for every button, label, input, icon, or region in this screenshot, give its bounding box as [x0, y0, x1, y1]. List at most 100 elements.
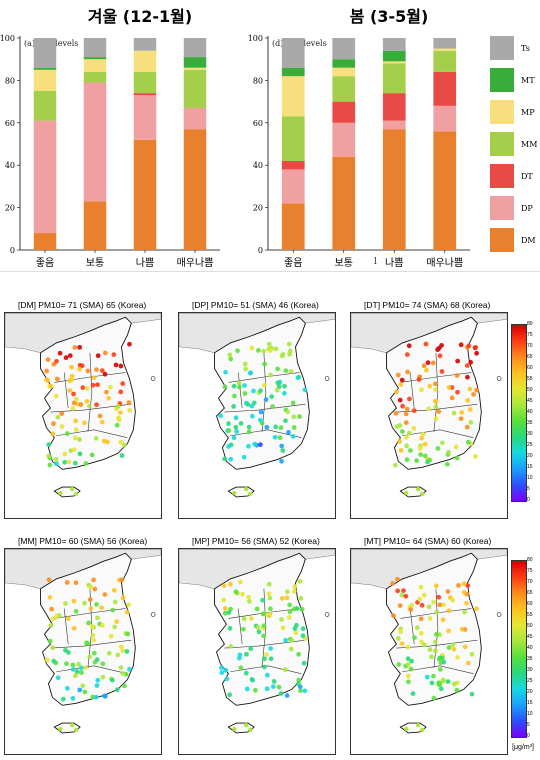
- station-marker: [271, 679, 277, 684]
- station-marker: [58, 490, 63, 496]
- colorbar-tick-label: 10: [527, 475, 533, 481]
- station-marker: [462, 609, 467, 615]
- station-marker: [464, 424, 470, 430]
- station-marker: [115, 652, 121, 658]
- bar-segment-mm: [433, 50, 457, 72]
- bar-segment-dm: [133, 139, 157, 250]
- station-marker: [255, 624, 260, 630]
- station-marker: [50, 616, 56, 622]
- map-title: [DT] PM10= 74 (SMA) 68 (Korea): [364, 300, 491, 310]
- station-marker: [258, 442, 263, 448]
- station-marker: [248, 616, 254, 621]
- station-marker: [266, 581, 272, 587]
- station-marker: [238, 665, 244, 671]
- station-marker: [127, 341, 132, 347]
- chart-title: 봄 (3-5월): [350, 7, 429, 26]
- station-marker: [85, 368, 91, 374]
- colorbar-tick-label: 80: [527, 321, 533, 327]
- bar-segment-dm: [382, 129, 406, 250]
- province-boundary: [402, 429, 474, 439]
- station-marker: [290, 434, 296, 439]
- station-marker: [465, 660, 471, 666]
- station-marker: [280, 448, 286, 453]
- station-marker: [72, 435, 78, 441]
- station-marker: [422, 642, 427, 648]
- station-marker: [48, 623, 54, 628]
- station-marker: [242, 391, 248, 396]
- station-marker: [226, 444, 231, 449]
- station-marker: [73, 427, 79, 433]
- station-marker: [50, 645, 56, 651]
- colorbar-tick-label: 30: [527, 667, 533, 673]
- y-tick-label: 20: [5, 204, 15, 213]
- station-marker: [269, 394, 275, 399]
- province-boundary: [409, 372, 415, 409]
- station-marker: [80, 385, 86, 390]
- stray-mark: l: [374, 257, 377, 267]
- station-marker: [436, 594, 442, 600]
- station-marker: [118, 389, 124, 395]
- station-marker: [408, 666, 414, 672]
- station-marker: [249, 345, 255, 351]
- station-marker: [124, 649, 130, 654]
- station-marker: [111, 587, 117, 593]
- station-marker: [47, 638, 53, 644]
- station-marker: [440, 617, 446, 623]
- station-marker: [221, 597, 227, 603]
- station-marker: [419, 727, 425, 733]
- colorbar-tick-label: 30: [527, 431, 533, 437]
- station-marker: [263, 397, 269, 402]
- pm10-map: [350, 548, 508, 755]
- station-marker: [64, 580, 70, 585]
- station-marker: [84, 640, 89, 646]
- station-marker: [424, 674, 430, 680]
- station-marker: [266, 591, 272, 597]
- legend-label: Ts: [521, 44, 530, 53]
- bar-segment-dm: [433, 131, 457, 250]
- station-marker: [427, 647, 433, 653]
- colorbar-tick-label: 35: [527, 656, 533, 662]
- station-marker: [468, 420, 474, 425]
- station-marker: [51, 421, 56, 426]
- colorbar-tick-label: 70: [527, 579, 533, 585]
- colorbar: [511, 560, 527, 738]
- station-marker: [429, 654, 434, 660]
- station-marker: [419, 387, 424, 393]
- station-marker: [106, 395, 112, 401]
- station-marker: [90, 694, 96, 700]
- station-marker: [114, 687, 120, 693]
- station-marker: [465, 583, 471, 588]
- bar-segment-mp: [83, 59, 107, 72]
- pm10-map: [178, 312, 336, 519]
- station-marker: [404, 352, 410, 357]
- colorbar-tick-label: 15: [527, 464, 533, 470]
- colorbar-tick-label: 40: [527, 409, 533, 415]
- bar-segment-dp: [83, 82, 107, 202]
- station-marker: [403, 411, 409, 417]
- station-marker: [227, 692, 233, 698]
- colorbar-tick-label: 45: [527, 634, 533, 640]
- station-marker: [91, 375, 97, 381]
- station-marker: [77, 687, 83, 693]
- station-marker: [300, 633, 306, 639]
- station-marker: [421, 363, 427, 369]
- station-marker: [93, 694, 99, 700]
- colorbar-tick-label: 75: [527, 568, 533, 574]
- station-marker: [433, 381, 438, 387]
- station-marker: [274, 387, 280, 393]
- x-tick-label: 보통: [86, 257, 104, 269]
- bar-segment-dt: [433, 71, 457, 106]
- station-marker: [258, 409, 264, 415]
- bar-segment-mm: [382, 63, 406, 94]
- station-marker: [222, 384, 228, 390]
- station-marker: [394, 424, 400, 429]
- station-marker: [231, 404, 237, 409]
- station-marker: [127, 666, 132, 672]
- station-marker: [70, 695, 76, 701]
- station-marker: [404, 434, 409, 440]
- x-tick-label: 좋음: [36, 257, 54, 269]
- station-marker: [454, 455, 460, 461]
- bar-segment-mm: [183, 69, 207, 108]
- station-marker: [116, 417, 122, 423]
- chart-legend: Ts MT MP MM DT DP DM: [490, 36, 537, 252]
